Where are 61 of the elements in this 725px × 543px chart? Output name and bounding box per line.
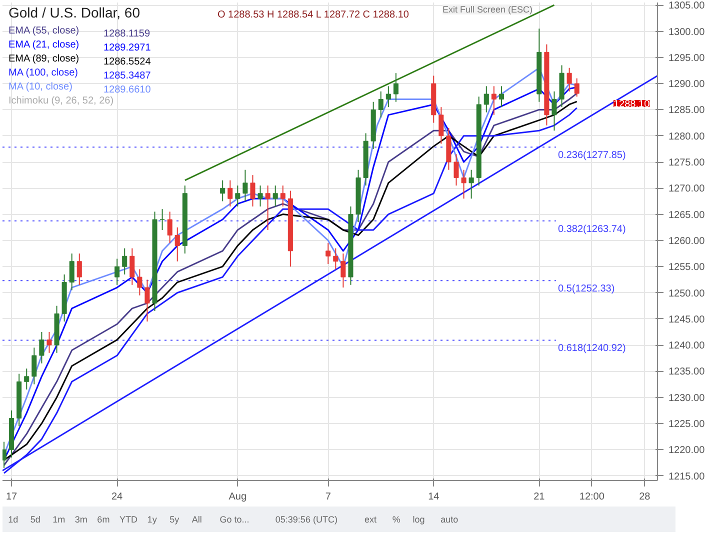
y-tick-label: 1290.00 — [668, 79, 706, 90]
y-tick-label: 1240.00 — [668, 340, 706, 352]
text: MA (10, close) — [8, 82, 72, 92]
x-tick-label: 21 — [534, 492, 546, 502]
y-tick-label: 1270.00 — [668, 184, 706, 195]
ref-line-label: 0.5(1252.33) — [558, 284, 615, 295]
text: % — [392, 514, 400, 524]
annotation: Exit Full Screen (ESC) — [442, 4, 533, 14]
text: auto — [440, 514, 458, 524]
text: 1d — [8, 514, 18, 524]
y-tick-label: 1275.00 — [668, 158, 706, 169]
x-tick-label: 14 — [428, 492, 440, 502]
text: log — [412, 514, 425, 524]
text: YTD — [119, 514, 138, 524]
y-tick-label: 1225.00 — [668, 418, 706, 430]
annotation: 1289.6610 — [104, 84, 152, 96]
text: 1m — [52, 514, 66, 524]
annotation: 1286.5524 — [104, 56, 152, 68]
y-tick-label: 1215.00 — [668, 471, 706, 482]
y-tick-label: 1305.00 — [668, 0, 706, 12]
y-tick-label: 1265.00 — [668, 210, 706, 221]
ref-line-label: 0.382(1263.74) — [558, 224, 626, 235]
y-tick-label: 1295.00 — [668, 52, 706, 64]
text: 6m — [97, 514, 110, 524]
x-tick-label: Aug — [228, 492, 247, 502]
annotation: O 1288.53 H 1288.54 L 1287.72 C 1288.10 — [218, 10, 410, 20]
chart-title: Gold / U.S. Dollar, 60 — [8, 4, 140, 20]
annotation: 1288.1159 — [104, 28, 150, 40]
y-tick-label: 1255.00 — [668, 262, 706, 274]
annotation: 1285.3487 — [104, 70, 152, 82]
annotation: 1288.10 — [614, 99, 650, 110]
ref-line-label: 0.236(1277.85) — [558, 150, 626, 162]
text: 3m — [74, 514, 88, 524]
y-tick-label: 1280.00 — [668, 131, 706, 142]
y-tick-label: 1250.00 — [668, 288, 706, 300]
y-tick-label: 1245.00 — [668, 314, 706, 326]
text: 05:39:56 (UTC) — [275, 514, 338, 524]
text: 5y — [170, 514, 180, 524]
x-tick-label: 24 — [112, 492, 124, 502]
y-tick-label: 1220.00 — [668, 445, 706, 456]
x-tick-label: 17 — [6, 492, 18, 502]
x-tick-label: 7 — [325, 492, 332, 502]
x-tick-label: 12:00 — [579, 492, 605, 502]
text: MA (100, close) — [8, 68, 78, 78]
x-tick-label: 28 — [639, 492, 651, 502]
text: EMA (55, close) — [8, 26, 80, 36]
y-tick-label: 1230.00 — [668, 392, 706, 404]
text: EMA (89, close) — [8, 54, 80, 64]
annotation: Ichimoku (9, 26, 52, 26) — [8, 96, 114, 106]
text: All — [192, 514, 202, 524]
y-tick-label: 1235.00 — [668, 366, 706, 378]
text: Go to... — [220, 514, 250, 524]
text: EMA (21, close) — [8, 40, 80, 50]
y-tick-label: 1285.00 — [668, 105, 706, 116]
y-tick-label: 1260.00 — [668, 236, 706, 247]
text: 1y — [147, 514, 158, 524]
annotation: 1289.2971 — [104, 42, 152, 54]
text: 5d — [30, 514, 40, 524]
y-tick-label: 1300.00 — [668, 26, 706, 38]
text: ext — [364, 514, 378, 524]
ref-line-label: 0.618(1240.92) — [558, 343, 626, 354]
